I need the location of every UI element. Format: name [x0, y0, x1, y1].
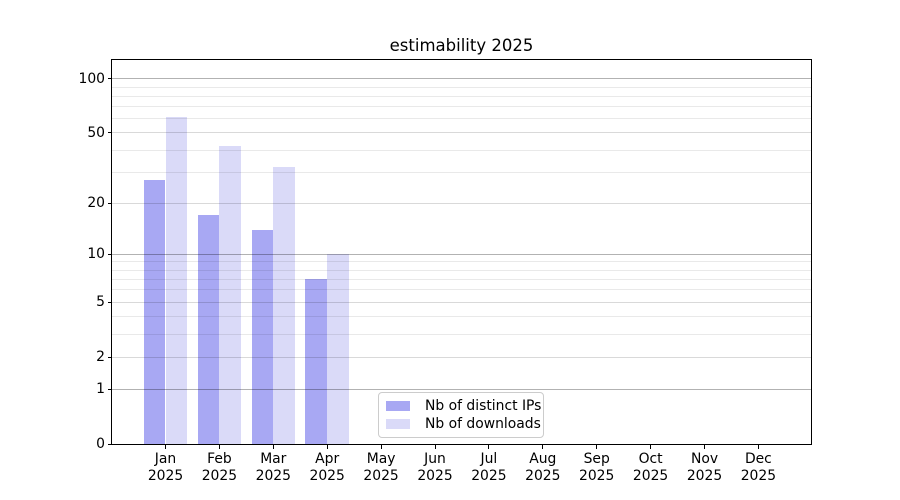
- x-tick-label: Oct 2025: [632, 451, 669, 484]
- gridline: [112, 356, 811, 358]
- y-tick-mark: [108, 253, 112, 255]
- legend-item: Nb of distinct IPs: [379, 397, 543, 415]
- gridline: [112, 333, 811, 335]
- x-tick-mark: [488, 445, 490, 449]
- gridline: [112, 261, 811, 263]
- y-tick-label: 5: [96, 294, 105, 311]
- legend-swatch-distinct-ips: [386, 401, 410, 411]
- gridline: [112, 253, 811, 255]
- y-tick-label: 10: [87, 246, 105, 263]
- x-tick-label: Jun 2025: [417, 451, 453, 484]
- legend: Nb of distinct IPs Nb of downloads: [378, 392, 544, 438]
- x-tick-mark: [165, 445, 166, 449]
- gridline: [112, 86, 811, 88]
- y-tick-label: 100: [78, 70, 105, 87]
- x-tick-label: Nov 2025: [686, 451, 723, 484]
- gridline: [112, 132, 811, 134]
- bar-downloads: [273, 167, 296, 444]
- bar-distinct-ips: [305, 279, 328, 444]
- chart-title: estimability 2025: [389, 36, 534, 55]
- y-tick-label: 2: [96, 349, 105, 366]
- bar-distinct-ips: [197, 215, 220, 444]
- x-tick-label: Aug 2025: [525, 451, 561, 484]
- gridline: [112, 78, 811, 80]
- gridline: [112, 202, 811, 204]
- bar-downloads: [165, 117, 188, 444]
- gridline: [112, 388, 811, 390]
- x-tick-mark: [380, 445, 382, 449]
- x-tick-mark: [272, 445, 274, 449]
- x-tick-mark: [542, 445, 544, 449]
- gridline: [112, 316, 811, 318]
- gridline: [112, 278, 811, 280]
- legend-label: Nb of downloads: [425, 416, 541, 432]
- y-tick-label: 1: [96, 381, 105, 398]
- x-tick-mark: [434, 445, 436, 449]
- y-tick-mark: [108, 443, 112, 445]
- bar-distinct-ips: [251, 229, 274, 444]
- y-tick-mark: [108, 78, 112, 80]
- legend-label: Nb of distinct IPs: [425, 398, 542, 414]
- y-tick-mark: [108, 388, 112, 390]
- y-tick-mark: [108, 356, 112, 358]
- x-tick-mark: [218, 445, 220, 449]
- plot-area: [111, 59, 812, 445]
- y-tick-label: 50: [87, 124, 105, 141]
- bar-distinct-ips: [143, 180, 166, 444]
- x-tick-label: Apr 2025: [309, 451, 345, 484]
- x-tick-label: Mar 2025: [255, 451, 291, 484]
- x-tick-mark: [326, 445, 328, 449]
- x-tick-label: Dec 2025: [740, 451, 777, 484]
- legend-swatch-downloads: [386, 419, 410, 429]
- x-tick-mark: [704, 445, 705, 449]
- bar-downloads: [219, 146, 242, 444]
- y-tick-mark: [108, 301, 112, 303]
- y-tick-mark: [108, 132, 112, 134]
- x-tick-label: Jul 2025: [471, 451, 507, 484]
- x-tick-label: May 2025: [363, 451, 399, 484]
- gridline: [112, 269, 811, 271]
- x-tick-label: Sep 2025: [579, 451, 615, 484]
- x-tick-label: Jan 2025: [147, 451, 184, 484]
- gridline: [112, 171, 811, 173]
- gridline: [112, 118, 811, 120]
- y-tick-label: 0: [96, 436, 105, 452]
- gridline: [112, 95, 811, 97]
- y-tick-mark: [108, 202, 112, 204]
- y-tick-label: 20: [87, 195, 105, 212]
- x-tick-label: Feb 2025: [201, 451, 238, 484]
- gridline: [112, 301, 811, 303]
- legend-item: Nb of downloads: [379, 415, 543, 433]
- x-tick-mark: [757, 445, 759, 449]
- x-tick-mark: [596, 445, 598, 449]
- x-tick-mark: [650, 445, 652, 449]
- gridline: [112, 106, 811, 108]
- gridline: [112, 289, 811, 291]
- bar-downloads: [327, 254, 349, 444]
- gridline: [112, 149, 811, 151]
